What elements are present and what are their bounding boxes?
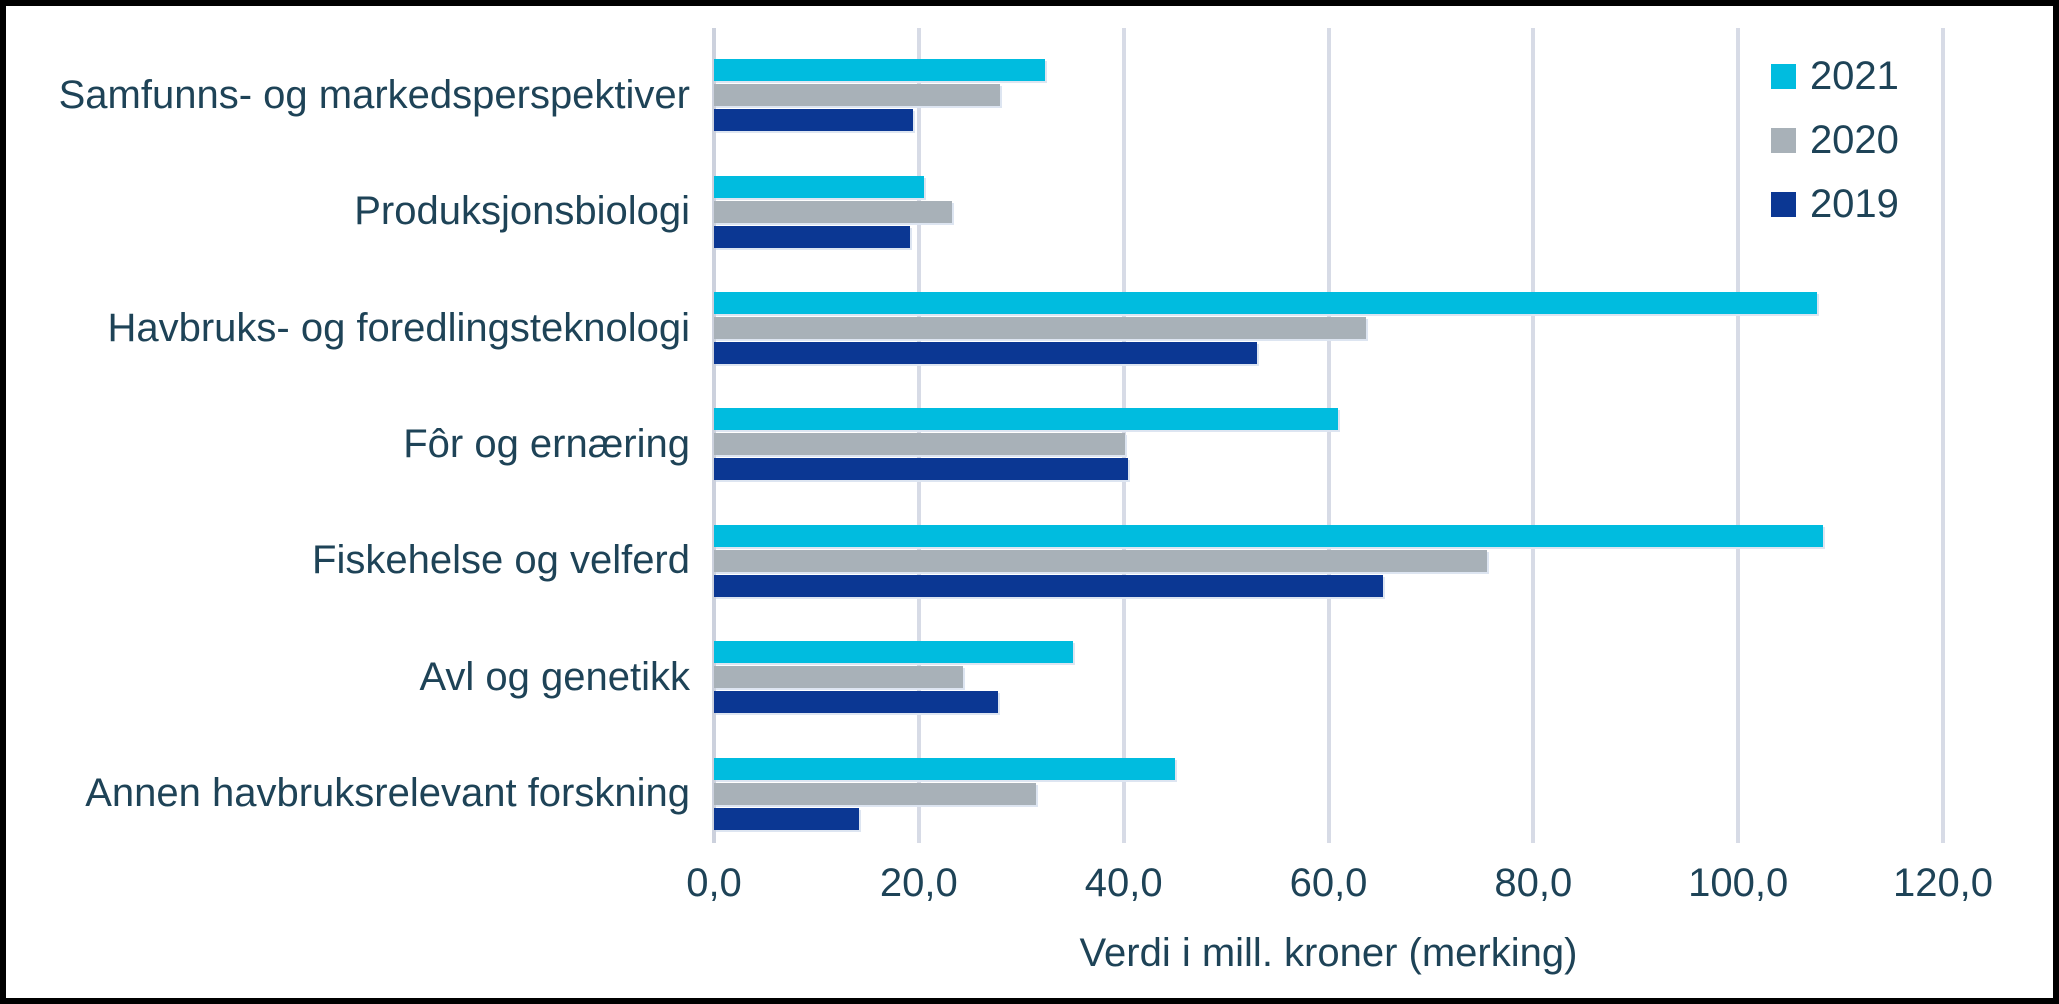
- legend-swatch-icon: [1770, 191, 1796, 217]
- bar-2019: [714, 342, 1257, 365]
- bar-2020: [714, 666, 963, 689]
- bar-2020: [714, 84, 1000, 107]
- x-axis-ticks: 0,0 20,0 40,0 60,0 80,0 100,0 120,0: [686, 843, 1993, 927]
- bar-2021: [714, 292, 1818, 315]
- grouped-bar-chart: Samfunns- og markedsperspektiver Produksj…: [6, 28, 2053, 993]
- category-label: Havbruks- og foredlingsteknologi: [107, 305, 690, 350]
- bar-group: [714, 261, 1943, 377]
- bar-2021: [714, 757, 1175, 780]
- bar-group-bars: [714, 59, 1943, 132]
- x-tick-label: 120,0: [1892, 861, 1994, 905]
- x-tick-label: 0,0: [686, 861, 742, 905]
- bar-2020: [714, 200, 952, 223]
- legend: 2021 2020 2019: [1770, 54, 1899, 226]
- bar-group: [714, 144, 1943, 260]
- x-tick-label: 60,0: [1289, 861, 1368, 905]
- bar-group: [714, 727, 1943, 843]
- legend-swatch-icon: [1770, 127, 1796, 153]
- bar-group: [714, 494, 1943, 610]
- category-label: Fôr og ernæring: [403, 421, 690, 466]
- bar-2019: [714, 109, 913, 132]
- bar-group-bars: [714, 175, 1943, 248]
- legend-item-2021: 2021: [1770, 54, 1899, 98]
- bar-2019: [714, 458, 1128, 481]
- category-label: Fiskehelse og velferd: [312, 538, 690, 583]
- bar-2021: [714, 641, 1074, 664]
- bar-2020: [714, 782, 1036, 805]
- bar-group: [714, 610, 1943, 726]
- x-tick-label: 20,0: [879, 861, 958, 905]
- bar-group-bars: [714, 641, 1943, 714]
- bar-group: [714, 377, 1943, 493]
- x-tick-label: 80,0: [1494, 861, 1573, 905]
- bar-2020: [714, 549, 1488, 572]
- gridline: [1736, 28, 1741, 843]
- bar-group-bars: [714, 524, 1943, 597]
- legend-label: 2021: [1809, 54, 1899, 98]
- gridline: [1531, 28, 1536, 843]
- bar-2020: [714, 317, 1367, 340]
- bar-2021: [714, 524, 1824, 547]
- bar-2019: [714, 225, 910, 248]
- bar-groups: [714, 28, 1943, 843]
- plot-area: 2021 2020 2019: [712, 28, 1945, 843]
- legend-item-2019: 2019: [1770, 182, 1899, 226]
- bar-group-bars: [714, 292, 1943, 365]
- bar-group-bars: [714, 757, 1943, 830]
- bar-2019: [714, 691, 998, 714]
- gridline: [1326, 28, 1331, 843]
- bar-2020: [714, 433, 1125, 456]
- category-axis-labels: Samfunns- og markedsperspektiver Produksj…: [6, 28, 714, 843]
- category-label: Annen havbruksrelevant forskning: [85, 771, 690, 816]
- category-label: Samfunns- og markedsperspektiver: [58, 72, 690, 117]
- legend-item-2020: 2020: [1770, 118, 1899, 162]
- bar-group-bars: [714, 408, 1943, 481]
- legend-swatch-icon: [1770, 63, 1796, 89]
- legend-label: 2019: [1809, 182, 1899, 226]
- bar-2021: [714, 408, 1338, 431]
- bar-group: [714, 28, 1943, 144]
- bar-2019: [714, 574, 1383, 597]
- legend-label: 2020: [1809, 118, 1899, 162]
- bar-2021: [714, 59, 1045, 82]
- category-label: Produksjonsbiologi: [354, 189, 690, 234]
- x-tick-label: 40,0: [1084, 861, 1163, 905]
- category-label: Avl og genetikk: [419, 654, 690, 699]
- bar-2019: [714, 807, 860, 830]
- bar-2021: [714, 175, 924, 198]
- gridline: [1941, 28, 1945, 843]
- x-tick-label: 100,0: [1688, 861, 1789, 905]
- x-axis-title: Verdi i mill. kroner (merking): [1079, 931, 1578, 975]
